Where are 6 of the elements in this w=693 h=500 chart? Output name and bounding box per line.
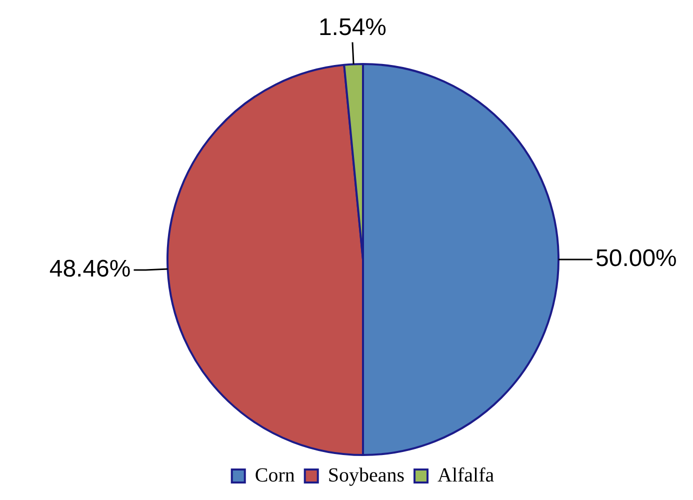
legend-label: Corn	[254, 464, 295, 486]
data-label: 48.46%	[49, 256, 131, 283]
legend-label: Alfalfa	[438, 464, 494, 486]
data-label: 50.00%	[596, 245, 677, 272]
data-label: 1.54%	[318, 14, 387, 41]
legend-label: Soybeans	[328, 464, 405, 486]
